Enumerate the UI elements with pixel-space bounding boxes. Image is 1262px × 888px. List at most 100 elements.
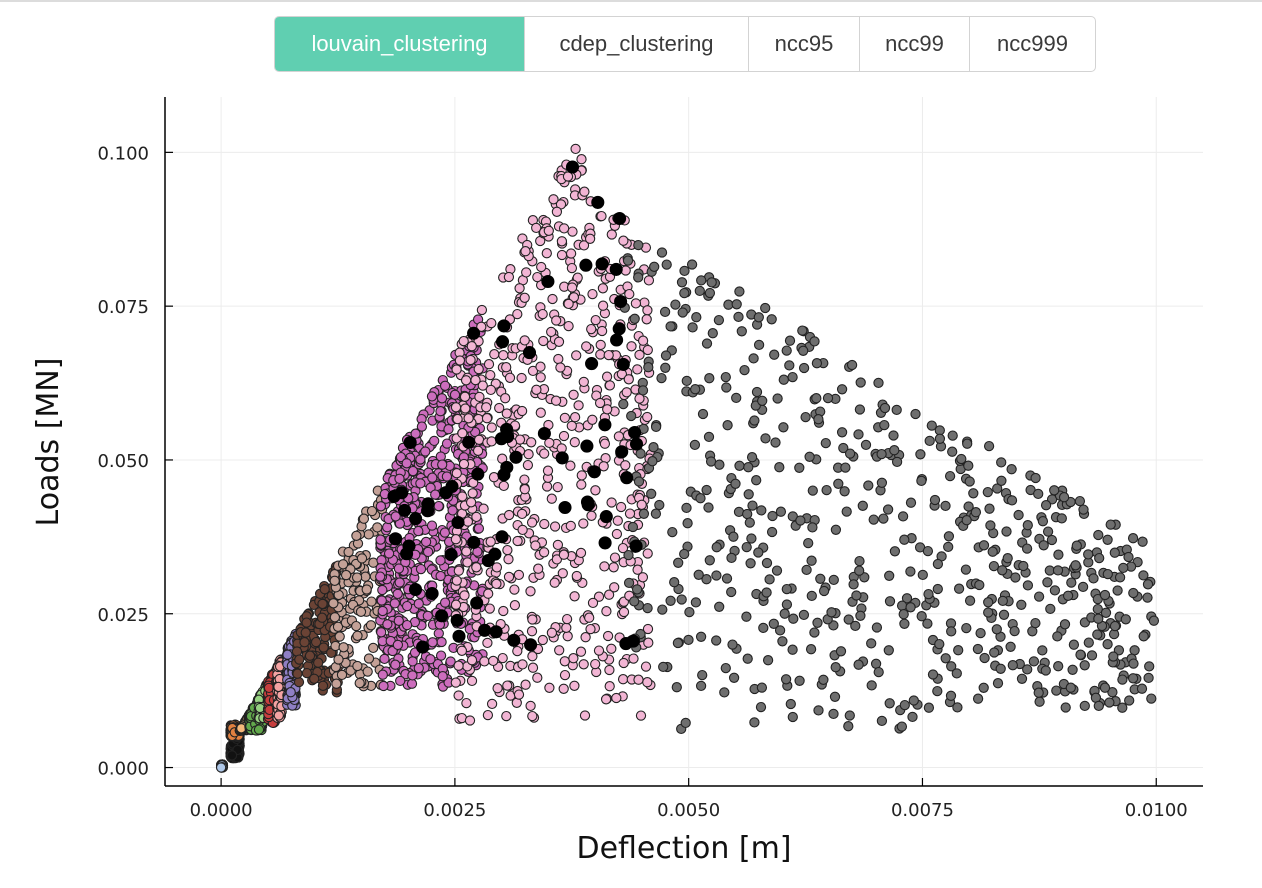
scatter-point [1033, 591, 1045, 602]
scatter-point [979, 652, 990, 664]
scatter-point [459, 590, 470, 601]
scatter-point [749, 717, 760, 728]
scatter-point [775, 506, 787, 517]
scatter-point [703, 431, 715, 443]
scatter-point [656, 247, 668, 258]
scatter-point [1022, 580, 1034, 591]
scatter-point [632, 364, 643, 375]
scatter-point [1142, 592, 1153, 603]
scatter-point [640, 661, 652, 672]
tab-ncc99[interactable]: ncc99 [860, 17, 970, 71]
x-tick-label: 0.0025 [423, 800, 486, 821]
scatter-point [602, 404, 613, 415]
scatter-point [497, 319, 511, 333]
scatter-point [797, 325, 808, 336]
scatter-point [596, 210, 607, 222]
scatter-point [519, 335, 530, 346]
scatter-point [1021, 543, 1033, 554]
scatter-point [684, 606, 695, 618]
scatter-point [591, 195, 605, 209]
scatter-point [707, 328, 718, 339]
scatter-point [620, 471, 634, 485]
scatter-point [711, 542, 722, 553]
scatter-point [787, 711, 798, 723]
tab-ncc999[interactable]: ncc999 [997, 31, 1068, 56]
scatter-point [613, 211, 627, 226]
scatter-point [697, 669, 708, 681]
scatter-point [533, 563, 544, 574]
scatter-point [597, 283, 609, 294]
scatter-point [500, 460, 514, 474]
scatter-point [961, 515, 972, 526]
scatter-point [833, 478, 844, 489]
scatter-point [453, 690, 464, 701]
scatter-point [299, 637, 310, 648]
scatter-point [558, 549, 570, 560]
scatter-point [439, 597, 451, 608]
scatter-point [338, 642, 349, 653]
scatter-point [555, 362, 566, 373]
scatter-point [1053, 549, 1064, 560]
tab-louvain-clustering[interactable]: louvain_clustering [275, 17, 525, 71]
scatter-point [1033, 687, 1044, 698]
scatter-point [503, 554, 514, 565]
scatter-point [1006, 495, 1018, 506]
scatter-point [413, 598, 424, 609]
scatter-point [565, 520, 576, 532]
scatter-point [841, 506, 852, 517]
scatter-point [413, 525, 424, 537]
scatter-point [809, 627, 820, 638]
scatter-point [726, 586, 737, 598]
scatter-point [899, 534, 910, 545]
scatter-point [467, 535, 481, 549]
scatter-point [727, 639, 738, 650]
scatter-point [584, 612, 595, 623]
scatter-point [483, 359, 495, 370]
tab-cdep-clustering[interactable]: cdep_clustering [525, 17, 749, 71]
scatter-point [627, 521, 639, 533]
scatter-point [670, 299, 681, 310]
scatter-point [1071, 540, 1082, 551]
scatter-point [960, 564, 972, 575]
scatter-point [860, 439, 872, 451]
scatter-point [889, 546, 901, 557]
scatter-point [393, 615, 404, 626]
scatter-point [879, 402, 891, 414]
scatter-point [784, 335, 796, 346]
y-tick-label: 0.075 [97, 297, 149, 318]
scatter-point [978, 540, 990, 551]
scatter-point [798, 345, 809, 356]
scatter-point [818, 674, 829, 685]
scatter-point [1016, 599, 1027, 610]
scatter-point [458, 458, 470, 470]
scatter-point [618, 235, 629, 246]
scatter-point [626, 410, 637, 422]
scatter-point [672, 637, 684, 649]
scatter-point [811, 358, 823, 369]
scatter-point [1070, 560, 1081, 571]
scatter-point [613, 431, 625, 442]
scatter-point [654, 499, 665, 511]
scatter-point [336, 669, 348, 681]
scatter-point [704, 373, 715, 384]
scatter-point [630, 298, 642, 309]
scatter-point [806, 555, 817, 566]
scatter-point [694, 285, 705, 297]
scatter-point [486, 422, 497, 433]
scatter-point [695, 680, 707, 692]
scatter-point [575, 547, 587, 559]
scatter-point [467, 326, 481, 340]
tab-ncc95[interactable]: ncc95 [749, 17, 860, 71]
scatter-point [609, 552, 621, 563]
scatter-point [585, 357, 599, 371]
scatter-point [1137, 536, 1148, 547]
scatter-point [657, 604, 668, 615]
scatter-point [532, 271, 543, 283]
scatter-point [451, 468, 462, 479]
scatter-point [1100, 607, 1112, 618]
scatter-point [486, 698, 498, 710]
scatter-point [575, 646, 587, 657]
scatter-point [576, 470, 587, 481]
scatter-point [608, 562, 619, 573]
scatter-point [598, 418, 612, 432]
